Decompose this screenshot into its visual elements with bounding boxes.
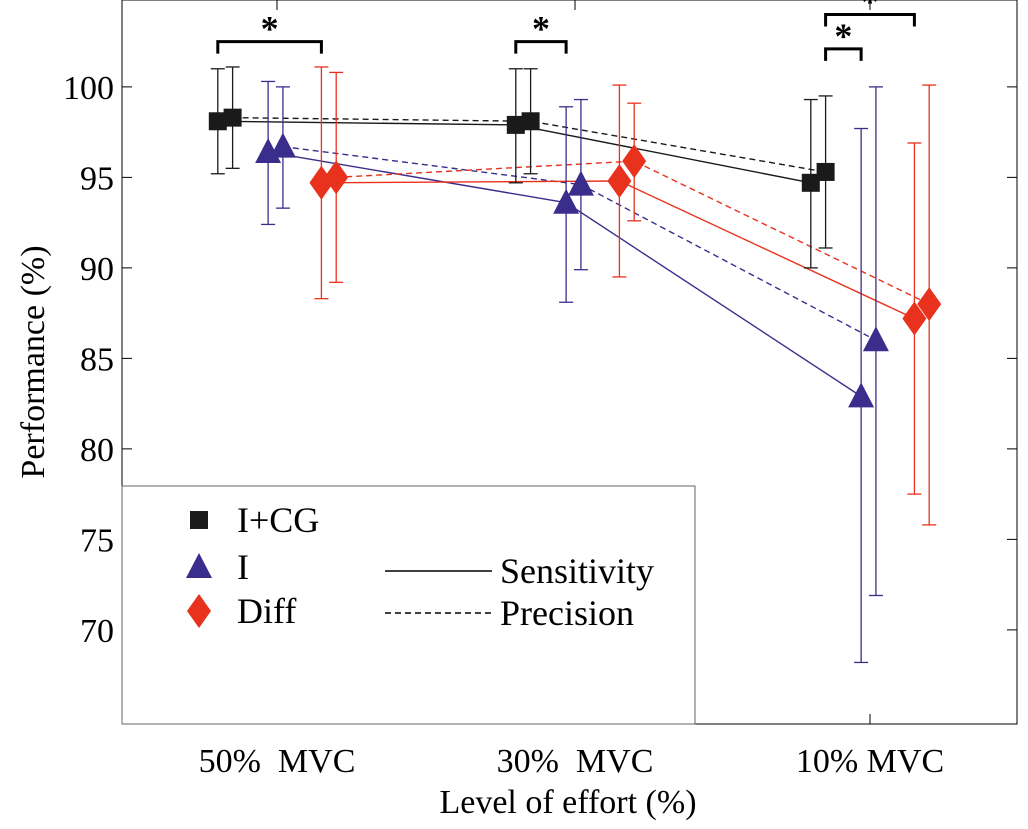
data-markers	[208, 108, 942, 408]
x-tick-label: 10% MVC	[796, 743, 944, 780]
marker-icg-sensitivity	[801, 173, 820, 192]
marker-i-precision	[567, 170, 594, 196]
marker-icg-precision	[223, 108, 242, 127]
legend-label-icg: I+CG	[237, 500, 319, 540]
x-tick-label: 50% MVC	[199, 743, 356, 780]
y-tick-label: 100	[63, 70, 114, 107]
significance-bracket	[824, 47, 863, 61]
marker-diff-precision	[622, 144, 647, 179]
marker-i-precision	[862, 326, 889, 352]
y-tick-label: 95	[80, 160, 114, 197]
legend-label-i: I	[237, 547, 249, 587]
legend-label-solid: Sensitivity	[500, 551, 654, 591]
marker-i-sensitivity	[848, 382, 875, 408]
marker-diff-sensitivity	[902, 301, 927, 336]
y-tick-label: 80	[80, 432, 114, 469]
marker-icg-precision	[816, 162, 835, 181]
legend-marker-i	[186, 553, 212, 578]
x-axis-label: Level of effort (%)	[439, 784, 696, 821]
marker-i-sensitivity	[553, 188, 580, 214]
significance-star: *	[834, 16, 852, 56]
x-tick-label: 30% MVC	[497, 743, 654, 780]
significance-star: *	[861, 0, 879, 21]
marker-diff-precision	[917, 287, 942, 322]
error-bars	[210, 66, 937, 664]
significance-bracket	[824, 12, 916, 27]
series-line-i-sensitivity	[268, 151, 862, 397]
x-axis: 50% MVC 30% MVC 10% MVC	[199, 0, 944, 780]
legend-marker-icg	[190, 511, 208, 529]
marker-icg-precision	[521, 112, 540, 131]
y-axis: 70 75 80 85 90 95 100	[63, 70, 1017, 650]
series-lines	[217, 116, 930, 397]
y-axis-label: Performance (%)	[15, 245, 52, 478]
y-tick-label: 70	[80, 613, 114, 650]
significance-bracket	[514, 40, 568, 54]
significance-layer: * * * *	[216, 0, 916, 61]
legend-label-dashed: Precision	[500, 593, 634, 633]
significance-bracket	[216, 40, 323, 54]
significance-star: *	[261, 9, 279, 49]
marker-icg-sensitivity	[208, 112, 227, 131]
marker-i-precision	[269, 132, 296, 158]
marker-icg-sensitivity	[506, 115, 525, 134]
legend-label-diff: Diff	[237, 591, 296, 631]
y-tick-label: 75	[80, 522, 114, 559]
marker-diff-precision	[324, 160, 349, 195]
series-layer	[208, 66, 942, 664]
legend-box	[121, 485, 696, 725]
y-tick-label: 85	[80, 341, 114, 378]
marker-diff-sensitivity	[607, 164, 632, 198]
y-tick-label: 90	[80, 251, 114, 288]
legend-marker-diff	[187, 594, 211, 628]
significance-star: *	[532, 9, 550, 49]
